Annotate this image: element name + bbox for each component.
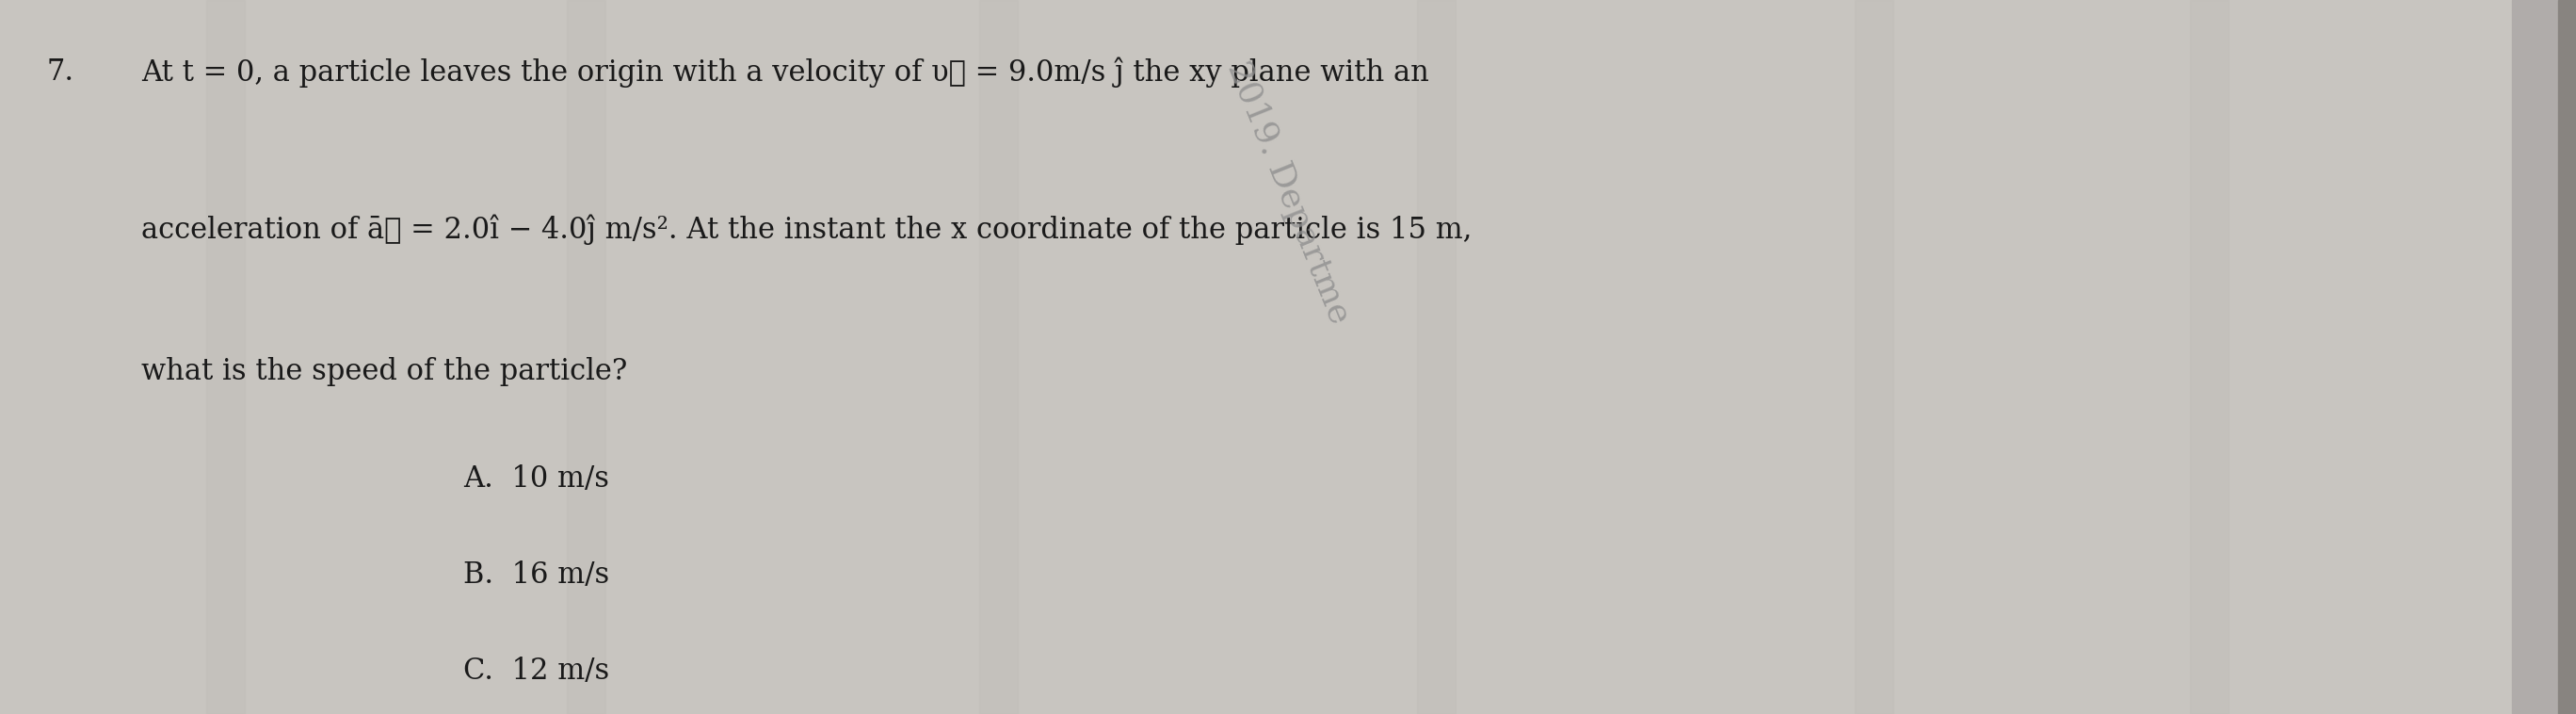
Text: 7.: 7. [46,57,75,86]
Bar [2190,0,2228,714]
Bar [567,0,605,714]
Text: A.  10 m/s: A. 10 m/s [464,464,611,493]
Bar [2512,0,2576,714]
Text: B.  16 m/s: B. 16 m/s [464,560,611,590]
Text: what is the speed of the particle?: what is the speed of the particle? [142,357,629,386]
Bar [979,0,1018,714]
Bar [1855,0,1893,714]
Bar [1417,0,1455,714]
Text: acceleration of ā⃗ = 2.0î − 4.0ĵ m/s². At the instant the x coordinate of the pa: acceleration of ā⃗ = 2.0î − 4.0ĵ m/s². A… [142,214,1473,245]
Text: At t = 0, a particle leaves the origin with a velocity of υ⃗ = 9.0m/s ĵ the xy p: At t = 0, a particle leaves the origin w… [142,57,1430,88]
Bar [2558,0,2576,714]
Text: 2019. Departme: 2019. Departme [1221,57,1355,328]
Text: C.  12 m/s: C. 12 m/s [464,657,611,686]
Bar [206,0,245,714]
